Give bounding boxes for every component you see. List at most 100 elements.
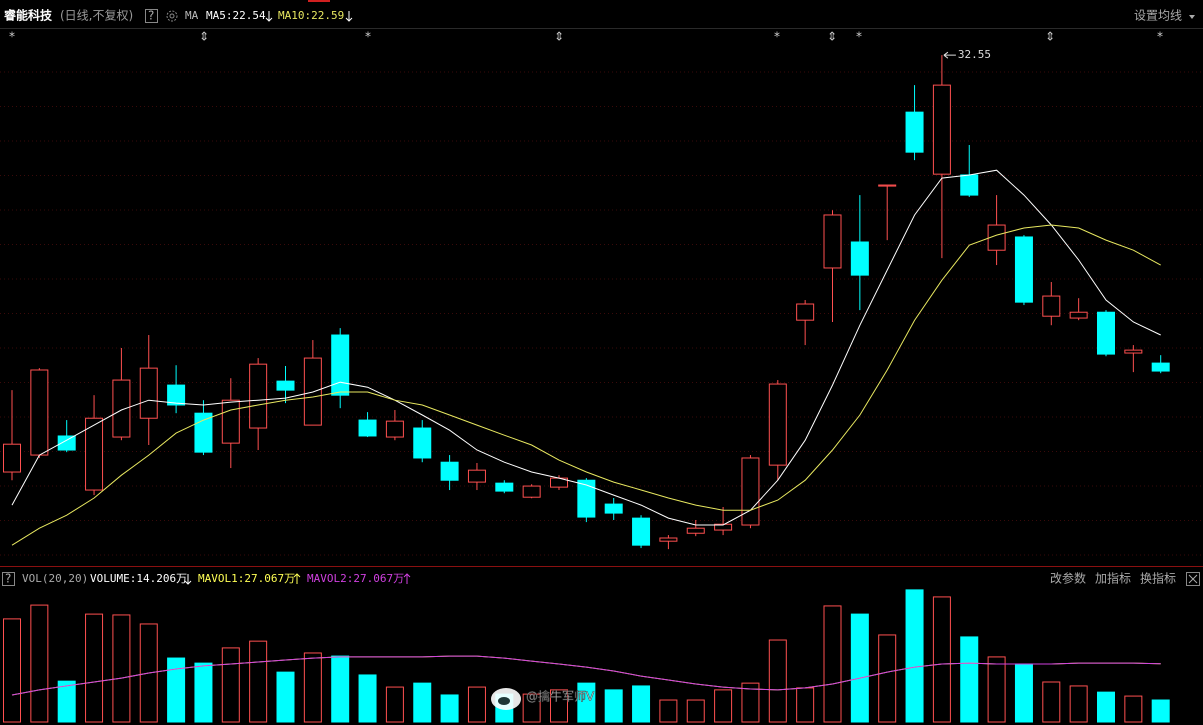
volume-bar <box>987 656 1006 723</box>
candle-body <box>331 334 350 396</box>
switch-indicator[interactable]: 换指标 <box>1140 571 1176 586</box>
volume-bar <box>1042 681 1061 723</box>
trend-arrow <box>265 11 273 22</box>
candle-body <box>413 427 432 459</box>
volume-bar <box>385 686 404 723</box>
candle-body <box>1014 236 1033 303</box>
volume-bar <box>632 685 651 723</box>
volume-bar <box>960 636 979 723</box>
stock-name: 睿能科技 <box>4 8 53 23</box>
event-marker: ⇕ <box>554 30 564 44</box>
indicator-name: MA <box>185 9 199 22</box>
period: (日线,不复权) <box>60 9 133 23</box>
gear-icon[interactable] <box>166 10 178 22</box>
candle-body <box>741 457 760 526</box>
weibo-logo-eye <box>498 697 510 705</box>
event-marker: ⇕ <box>827 30 837 44</box>
candle-body <box>850 241 869 276</box>
event-marker: * <box>856 30 862 44</box>
volume-bar <box>194 662 213 723</box>
gear-hub <box>169 13 175 19</box>
volume-bar <box>276 671 295 723</box>
volume-bar <box>3 618 21 723</box>
candle-body <box>604 503 623 514</box>
candle-body <box>467 469 486 483</box>
candle-body <box>659 537 678 542</box>
volume-bar <box>741 682 760 723</box>
candle-body <box>1042 295 1061 317</box>
volume-bar <box>768 639 787 723</box>
annotation-arrow <box>943 51 956 59</box>
volume-bar <box>440 694 459 723</box>
tab-marker <box>308 0 330 2</box>
volume-bar <box>358 674 377 723</box>
average-line <box>11 224 1161 546</box>
trend-arrow <box>403 573 411 584</box>
mavol1-legend: MAVOL1:27.067万 <box>198 572 295 585</box>
volume-bar <box>714 689 733 723</box>
help-icon[interactable] <box>2 572 15 586</box>
volume-bar <box>905 589 924 723</box>
help-glyph: ? <box>148 9 154 23</box>
candle-body <box>1069 311 1088 319</box>
event-marker: * <box>774 30 780 44</box>
candle-body <box>987 224 1006 251</box>
candle-body <box>686 527 705 534</box>
volume-bar <box>1097 691 1115 723</box>
annotation: 32.55 <box>958 48 991 61</box>
plot-area: 32.55 <box>0 48 1203 723</box>
volume-bar <box>850 613 869 723</box>
event-marker: * <box>365 30 371 44</box>
ma-settings[interactable]: 设置均线 <box>1134 9 1182 23</box>
candle-body <box>1097 311 1115 355</box>
candle-body <box>1151 362 1170 372</box>
candle-body <box>823 214 842 269</box>
close-button[interactable] <box>1186 572 1200 586</box>
volume-bar <box>57 680 76 723</box>
event-marker: ⇕ <box>1045 30 1055 44</box>
dropdown-caret <box>1189 15 1195 19</box>
add-indicator[interactable]: 加指标 <box>1095 571 1131 586</box>
volume-legend: VOLUME:14.206万 <box>90 572 187 585</box>
candle-body <box>522 485 541 498</box>
volume-bar <box>659 699 678 723</box>
help-icon[interactable] <box>145 9 158 23</box>
volume-bar <box>85 613 104 723</box>
watermark: @擒牛军师V <box>526 689 595 704</box>
volume-bar <box>30 604 49 723</box>
candle-body <box>57 435 76 451</box>
candle-body <box>495 482 514 492</box>
candle-body <box>878 184 897 187</box>
volume-bar <box>823 605 842 723</box>
volume-bar <box>112 614 131 723</box>
candle-body <box>440 461 459 481</box>
candle-body <box>358 419 377 437</box>
candle-body <box>112 379 131 438</box>
candle-body <box>714 523 733 531</box>
watermark-group: @擒牛军师V <box>491 688 595 710</box>
average-line <box>11 655 1161 696</box>
volume-bar <box>932 596 951 723</box>
candle-body <box>3 443 21 473</box>
event-markers: * ⇕ * ⇕ * ⇕ * ⇕ * <box>9 30 1163 44</box>
candle-body <box>768 383 787 466</box>
volume-bar <box>686 699 705 723</box>
volume-bar <box>522 693 541 723</box>
candle-body <box>167 384 186 406</box>
volume-bar <box>1124 695 1143 723</box>
candle-body <box>221 399 240 444</box>
vol-indicator: VOL(20,20) <box>22 572 88 585</box>
event-marker: * <box>9 30 15 44</box>
event-marker: * <box>1157 30 1163 44</box>
candle-body <box>276 380 295 391</box>
change-params[interactable]: 改参数 <box>1050 571 1086 586</box>
candle-body <box>385 420 404 438</box>
candle-body <box>249 363 268 429</box>
volume-bar <box>604 689 623 723</box>
candle-body <box>960 174 979 196</box>
candle-body <box>632 517 651 546</box>
volume-bar <box>1014 663 1033 723</box>
trend-arrow <box>184 574 192 585</box>
